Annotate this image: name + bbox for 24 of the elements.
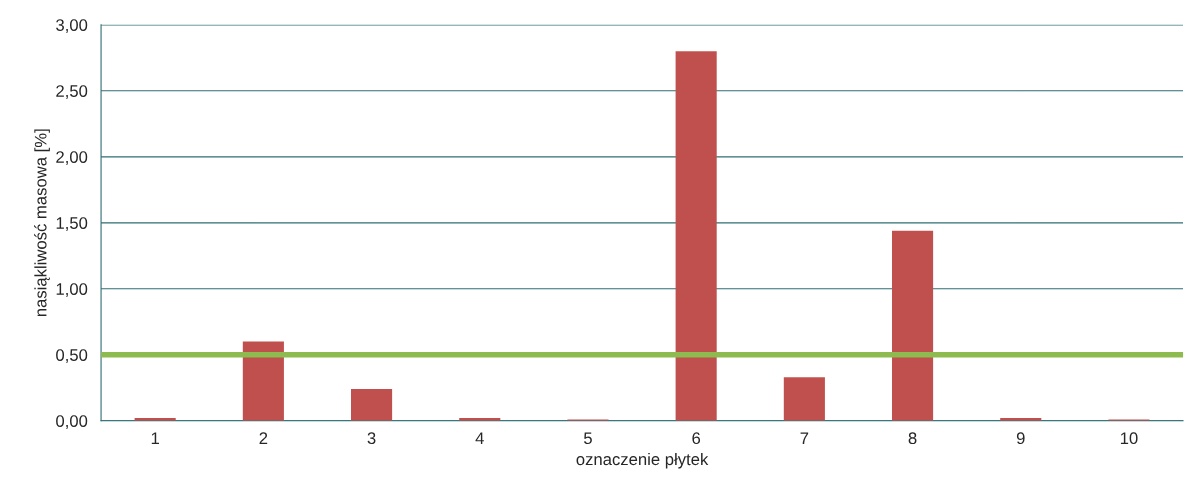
bar	[351, 389, 393, 421]
x-tick-label: 4	[475, 432, 484, 444]
bar	[892, 230, 934, 421]
x-axis-title: oznaczenie płytek	[576, 452, 709, 469]
x-tick-label: 7	[800, 432, 809, 444]
x-tick-label: 8	[908, 432, 917, 445]
bar	[675, 51, 717, 421]
y-tick-label: 2,50	[56, 85, 88, 99]
y-axis-title: nasiąkliwość masowa [%]	[34, 129, 50, 317]
x-tick-label: 10	[1120, 432, 1138, 445]
x-tick-label: 3	[367, 432, 376, 445]
x-tick-label: 5	[583, 432, 592, 445]
x-tick-label: 2	[259, 432, 268, 444]
y-tick-label: 1,00	[56, 283, 88, 297]
y-tick-label: 2,00	[56, 151, 88, 165]
y-tick-label: 0,00	[56, 415, 88, 429]
y-tick-label: 0,50	[56, 349, 88, 363]
bar	[242, 341, 284, 421]
x-tick-label: 9	[1016, 432, 1025, 445]
bar	[783, 377, 825, 421]
x-tick-label: 1	[151, 432, 159, 444]
x-tick-label: 6	[692, 432, 701, 445]
y-tick-label: 1,50	[56, 217, 88, 231]
y-tick-label: 3,00	[56, 19, 88, 33]
